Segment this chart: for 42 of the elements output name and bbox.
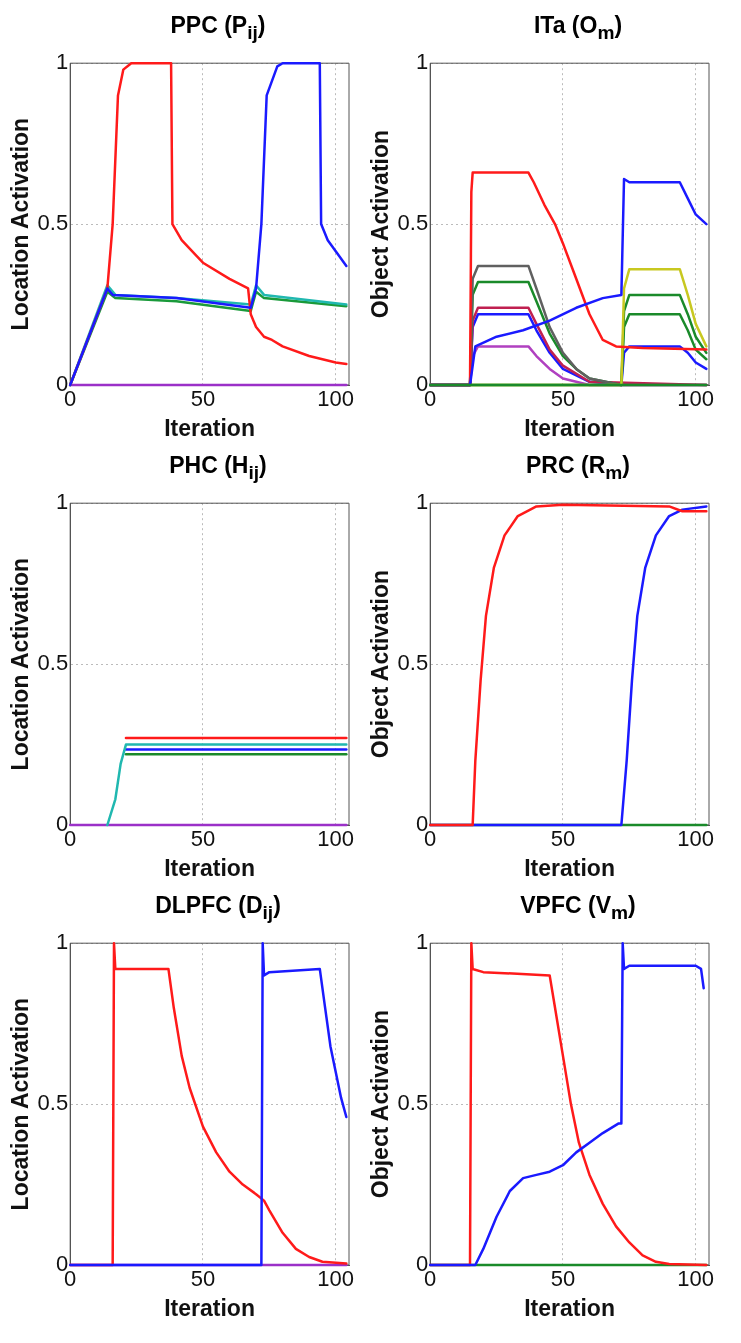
- y-tick-label: 0.5: [37, 210, 69, 236]
- y-axis-title: Object Activation: [367, 1009, 394, 1199]
- y-tick-label: 0.5: [397, 650, 429, 676]
- x-axis-title: Iteration: [524, 854, 615, 881]
- y-tick-label: 1: [415, 489, 429, 515]
- y-tick-label: 1: [415, 49, 429, 75]
- x-tick-label: 100: [317, 386, 355, 412]
- x-tick-label: 50: [550, 1266, 576, 1292]
- y-axis-title: Location Activation: [7, 997, 34, 1211]
- x-tick-label: 50: [190, 826, 216, 852]
- x-tick-label: 100: [677, 386, 715, 412]
- x-axis-title: Iteration: [164, 1294, 255, 1321]
- y-tick-label: 1: [55, 49, 69, 75]
- y-axis-title: Location Activation: [7, 557, 34, 771]
- chart-title: DLPFC (D$_{ij}$): [154, 891, 282, 925]
- x-tick-label: 100: [677, 826, 715, 852]
- x-tick-label: 100: [317, 826, 355, 852]
- x-axis-title: Iteration: [524, 414, 615, 441]
- x-tick-label: 50: [190, 386, 216, 412]
- x-tick-label: 50: [550, 826, 576, 852]
- y-tick-label: 1: [55, 929, 69, 955]
- x-tick-label: 100: [677, 1266, 715, 1292]
- y-axis-title: Object Activation: [367, 569, 394, 759]
- x-axis-title: Iteration: [524, 1294, 615, 1321]
- chart-title: PPC (P$_{ij}$): [169, 11, 267, 45]
- y-tick-label: 0.5: [397, 1090, 429, 1116]
- y-axis-title: Object Activation: [367, 129, 394, 319]
- x-tick-label: 50: [550, 386, 576, 412]
- x-axis-title: Iteration: [164, 854, 255, 881]
- x-tick-label: 100: [317, 1266, 355, 1292]
- y-tick-label: 1: [55, 489, 69, 515]
- chart-title: ITa (O$_{m}$): [532, 11, 624, 45]
- chart-title: PHC (H$_{ij}$): [168, 451, 268, 485]
- chart-title: VPFC (V$_{m}$): [519, 891, 637, 925]
- y-tick-label: 0.5: [37, 650, 69, 676]
- y-tick-label: 1: [415, 929, 429, 955]
- chart-title: PRC (R$_{m}$): [525, 451, 631, 485]
- y-axis-title: Location Activation: [7, 117, 34, 331]
- x-axis-title: Iteration: [164, 414, 255, 441]
- x-tick-label: 50: [190, 1266, 216, 1292]
- y-tick-label: 0.5: [397, 210, 429, 236]
- y-tick-label: 0.5: [37, 1090, 69, 1116]
